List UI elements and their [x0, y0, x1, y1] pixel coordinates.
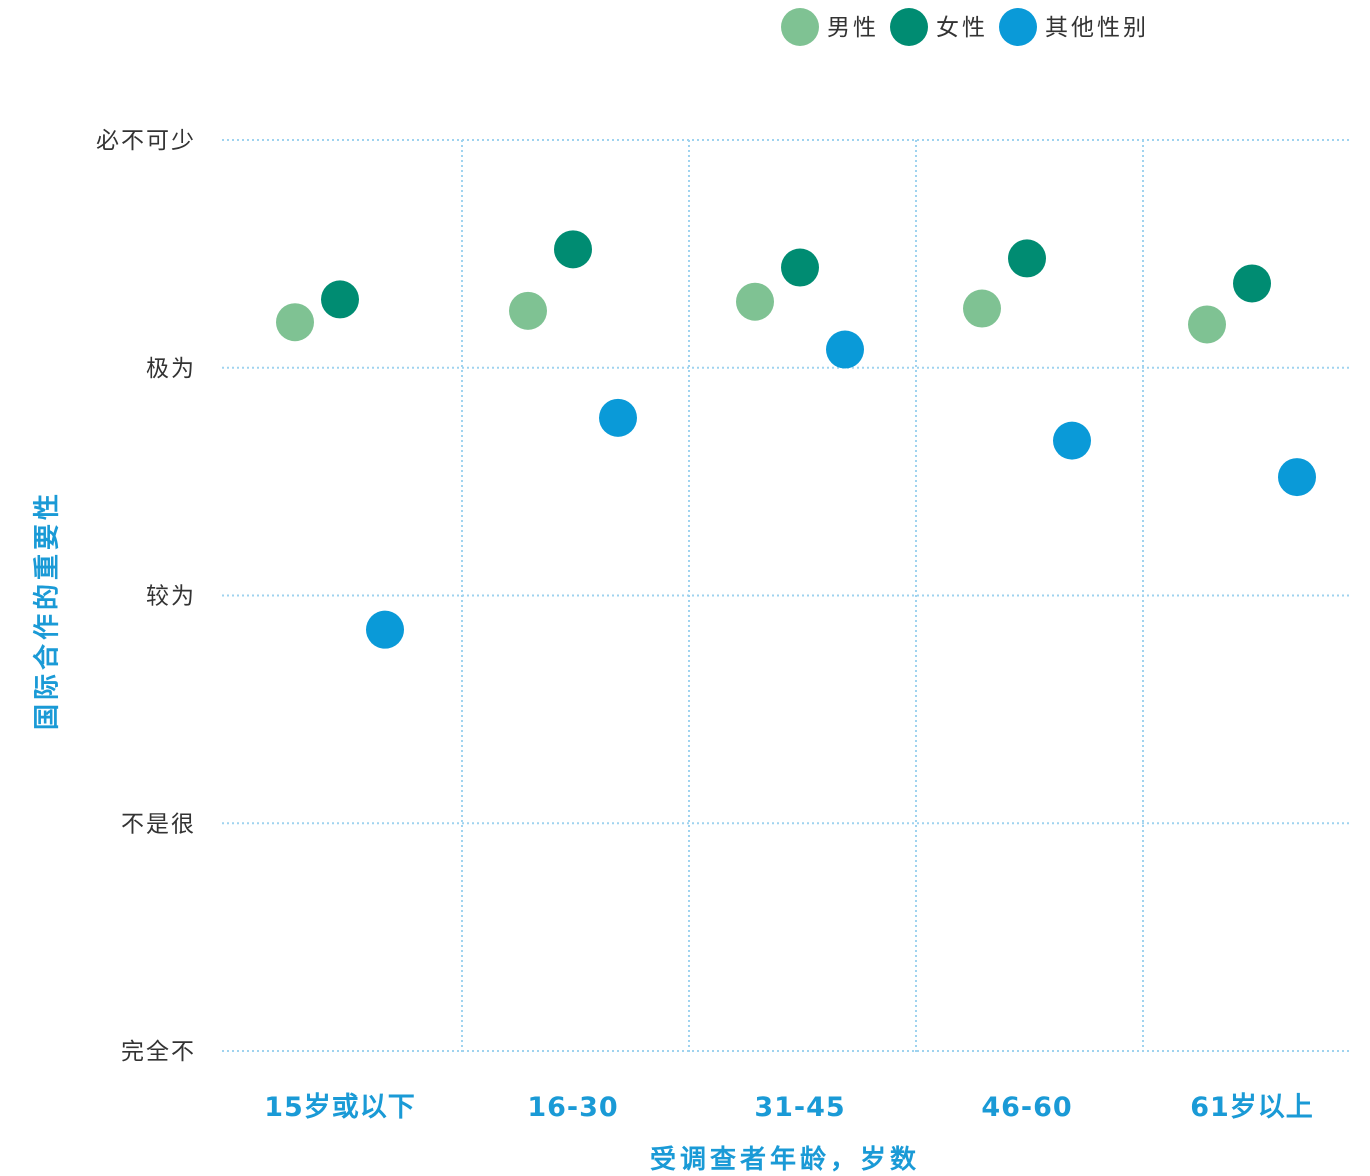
x-tick-label-4: 46-60: [981, 1092, 1072, 1123]
point-series-3-2: [599, 398, 637, 437]
y-tick-label-4: 极为: [146, 356, 196, 382]
point-series-2-2: [554, 230, 592, 269]
legend-swatch-3: [999, 8, 1037, 46]
y-axis-title: 国际合作的重要性: [32, 490, 63, 730]
point-series-2-4: [1008, 239, 1046, 278]
legend: 男性 女性 其他性别: [781, 8, 1149, 46]
x-axis-title: 受调查者年龄，岁数: [650, 1144, 920, 1175]
point-series-1-1: [276, 303, 314, 342]
x-tick-label-2: 16-30: [527, 1092, 618, 1123]
legend-item-3: 其他性别: [999, 8, 1149, 46]
legend-label-2: 女性: [936, 15, 988, 41]
x-tick-labels: 15岁或以下 16-30 31-45 46-60 61岁以上: [264, 1092, 1314, 1123]
y-tick-label-2: 不是很: [121, 811, 196, 837]
legend-label-1: 男性: [827, 15, 879, 41]
legend-swatch-2: [890, 8, 928, 46]
point-series-2-3: [781, 248, 819, 287]
legend-swatch-1: [781, 8, 819, 46]
legend-label-3: 其他性别: [1045, 15, 1149, 41]
y-tick-labels: 完全不 不是很 较为 极为 必不可少: [96, 128, 196, 1065]
legend-item-2: 女性: [890, 8, 988, 46]
y-tick-label-3: 较为: [146, 584, 196, 610]
point-series-1-4: [963, 289, 1001, 328]
point-series-3-1: [366, 610, 404, 649]
point-series-3-3: [826, 330, 864, 369]
data-points: [276, 230, 1316, 649]
legend-item-1: 男性: [781, 8, 879, 46]
y-tick-label-5: 必不可少: [96, 128, 196, 154]
x-tick-label-1: 15岁或以下: [264, 1092, 416, 1123]
y-tick-label-1: 完全不: [121, 1039, 196, 1065]
point-series-2-5: [1233, 264, 1271, 303]
point-series-1-2: [509, 291, 547, 330]
point-series-3-4: [1053, 421, 1091, 460]
grid: [222, 139, 1352, 1055]
point-series-1-3: [736, 282, 774, 321]
x-tick-label-5: 61岁以上: [1190, 1092, 1314, 1123]
point-series-1-5: [1188, 305, 1226, 344]
x-tick-label-3: 31-45: [754, 1092, 845, 1123]
point-series-3-5: [1278, 458, 1316, 497]
point-series-2-1: [321, 280, 359, 319]
